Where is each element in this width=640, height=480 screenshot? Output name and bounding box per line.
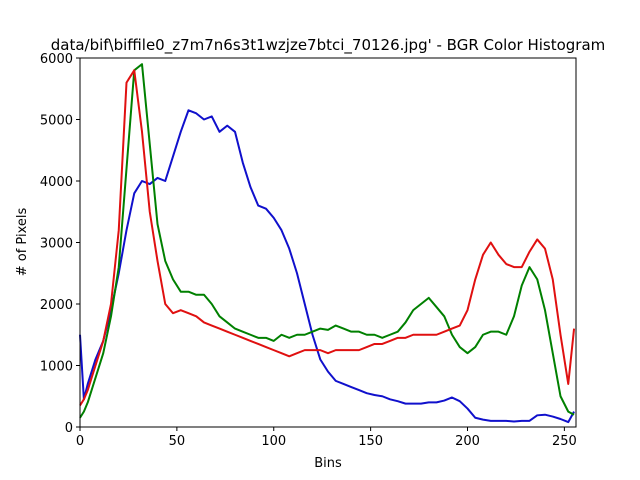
y-tick-label: 2000: [40, 298, 73, 313]
y-tick-label: 1000: [40, 360, 73, 375]
y-tick-label: 3000: [40, 237, 73, 252]
x-tick-label: 250: [552, 434, 577, 449]
series-line: [79, 69, 576, 407]
x-tick-label: 0: [76, 434, 84, 449]
y-tick-label: 4000: [40, 175, 73, 190]
y-tick-label: 0: [65, 421, 73, 436]
x-tick-label: 150: [358, 434, 383, 449]
plot-frame: [79, 57, 577, 428]
x-axis-label: Bins: [314, 456, 342, 471]
series-line: [79, 109, 575, 424]
y-axis-label: # of Pixels: [15, 208, 30, 277]
y-tick-label: 5000: [40, 114, 73, 129]
x-tick-label: 200: [455, 434, 480, 449]
series-line: [79, 63, 575, 419]
chart-title: data/bif\biffile0_z7m7n6s3t1wzjze7btci_7…: [51, 36, 606, 55]
x-tick-label: 50: [169, 434, 186, 449]
y-tick-label: 6000: [40, 52, 73, 67]
x-tick-label: 100: [261, 434, 286, 449]
